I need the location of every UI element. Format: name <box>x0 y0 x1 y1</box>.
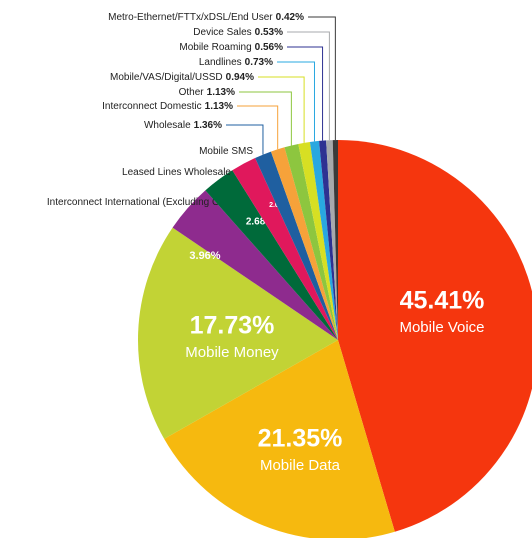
slice-name-label: Other <box>179 87 205 98</box>
slice-value-label: 0.94% <box>226 72 254 83</box>
leader-line <box>237 105 279 150</box>
slice-name-label: Mobile Money <box>185 344 279 361</box>
slice-value-label: 0.53% <box>255 27 283 38</box>
pie-slice <box>138 227 338 439</box>
pie-slice <box>332 140 338 340</box>
pie-slice <box>309 140 338 340</box>
pie-slice <box>255 151 338 340</box>
pie-slice <box>270 147 338 340</box>
leader-line <box>308 16 336 141</box>
slice-value-label: 1.13% <box>205 101 233 112</box>
slice-value-label: 0.42% <box>276 12 304 23</box>
slice-name-label: Interconnect International (Excluding ON… <box>47 197 237 208</box>
slice-value-label: 2.68% <box>246 217 274 228</box>
slice-name-label: Metro-Ethernet/FTTx/xDSL/End User <box>108 12 273 23</box>
slice-name-label: Leased Lines Wholesale <box>122 167 231 178</box>
outside-label: Interconnect International (Excluding ON… <box>47 197 237 208</box>
slice-name-label: Device Sales <box>193 27 251 38</box>
leader-line <box>258 76 305 143</box>
outside-label: Leased Lines Wholesale <box>122 167 231 178</box>
slice-value-label: 0.56% <box>255 42 283 53</box>
leader-line <box>287 31 330 141</box>
slice-name-label: Wholesale <box>144 120 191 131</box>
leader-line <box>239 91 292 146</box>
slice-name-label: Mobile Data <box>260 457 341 474</box>
outside-label: Landlines 0.73% <box>199 57 273 68</box>
slice-name-label: Mobile Roaming <box>179 42 251 53</box>
slice-value-label: 3.96% <box>189 250 220 262</box>
pie-slice <box>172 190 338 340</box>
pie-slice <box>326 140 338 340</box>
slice-value-label: 17.73% <box>190 312 275 340</box>
slice-name-label: Mobile SMS <box>199 146 253 157</box>
pie-slice <box>298 141 338 340</box>
outside-label: Wholesale 1.36% <box>144 120 222 131</box>
outside-label: Mobile Roaming 0.56% <box>179 42 283 53</box>
leader-line <box>277 61 315 142</box>
slice-name-label: Interconnect Domestic <box>102 101 202 112</box>
outside-label: Device Sales 0.53% <box>193 27 283 38</box>
leader-line <box>287 46 324 141</box>
pie-slice <box>232 157 338 340</box>
outside-label: Mobile SMS <box>199 146 253 157</box>
pie-slice <box>205 170 338 340</box>
slice-value-label: 0.73% <box>245 57 273 68</box>
outside-label: Other 1.13% <box>179 87 235 98</box>
outside-label: Metro-Ethernet/FTTx/xDSL/End User 0.42% <box>108 12 304 23</box>
pie-slice <box>284 143 338 340</box>
slice-value-label: 1.13% <box>207 87 235 98</box>
outside-label: Mobile/VAS/Digital/USSD 0.94% <box>110 72 254 83</box>
slice-name-label: Mobile Voice <box>399 319 484 336</box>
pie-slice <box>338 140 532 532</box>
outside-label: Interconnect Domestic 1.13% <box>102 101 233 112</box>
slice-name-label: Landlines <box>199 57 242 68</box>
slice-value-label: 21.35% <box>258 425 343 453</box>
slice-value-label: 1.36% <box>194 120 222 131</box>
slice-value-label: 45.41% <box>400 287 485 315</box>
slice-name-label: Mobile/VAS/Digital/USSD <box>110 72 223 83</box>
pie-slice <box>164 340 395 538</box>
leader-line <box>226 124 264 155</box>
pie-slice <box>319 140 338 340</box>
